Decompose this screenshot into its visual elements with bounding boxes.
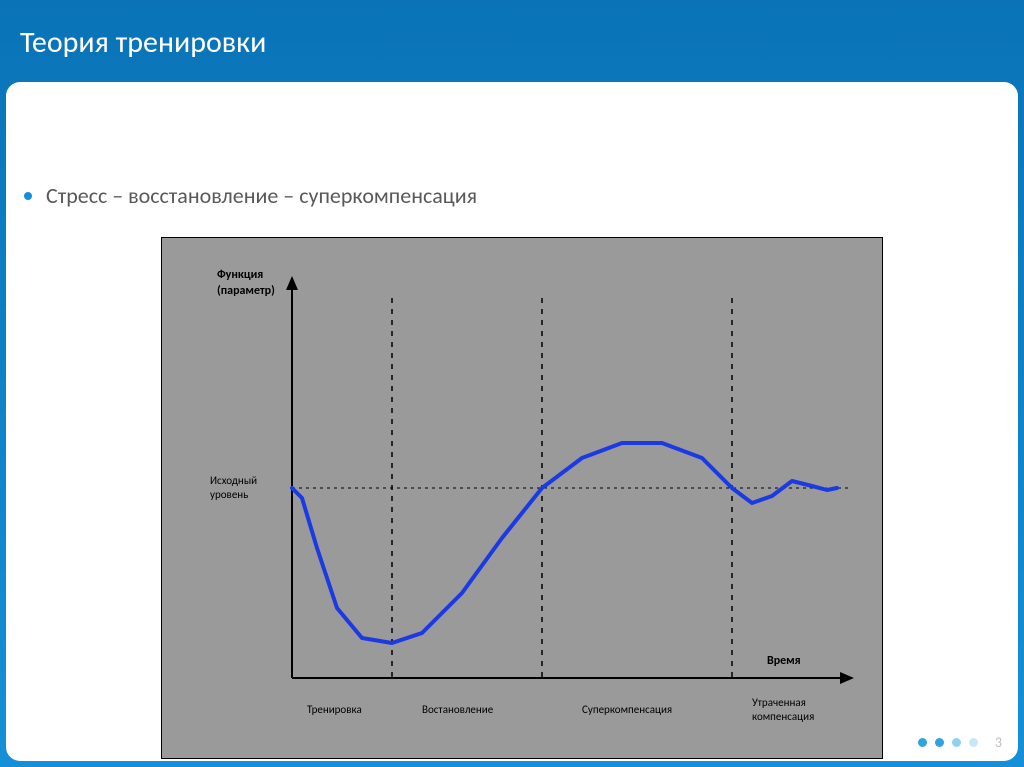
decor-dot [969, 738, 978, 747]
supercompensation-chart: Функция (параметр) Исходныйуровень Время Тре… [162, 238, 882, 758]
chart-container: Функция (параметр) Исходныйуровень Время Тре… [161, 237, 883, 759]
decor-dot [918, 738, 927, 747]
svg-text:(параметр): (параметр) [217, 284, 275, 298]
svg-text:Время: Время [767, 654, 801, 668]
svg-text:Утраченная: Утраченная [752, 696, 806, 709]
bullet-text: Стресс – восстановление – суперкомпенсац… [46, 182, 477, 209]
decor-dot [952, 738, 961, 747]
svg-text:Функция: Функция [217, 268, 263, 282]
svg-text:уровень: уровень [210, 488, 248, 501]
content-card: Стресс – восстановление – суперкомпенсац… [6, 82, 1018, 761]
page-number: 3 [995, 734, 1002, 751]
svg-text:Востановление: Востановление [422, 703, 494, 716]
decor-dot [935, 738, 944, 747]
svg-text:компенсация: компенсация [752, 710, 814, 723]
slide-title: Теория тренировки [20, 24, 266, 61]
decor-dots [918, 738, 978, 747]
bullet-item: Стресс – восстановление – суперкомпенсац… [24, 182, 477, 209]
svg-text:Суперкомпенсация: Суперкомпенсация [582, 703, 672, 716]
slide-container: Теория тренировки Стресс – восстановлени… [0, 0, 1024, 767]
svg-text:Тренировка: Тренировка [307, 703, 362, 716]
bullet-marker-icon [24, 192, 32, 200]
svg-text:Исходный: Исходный [210, 474, 257, 487]
